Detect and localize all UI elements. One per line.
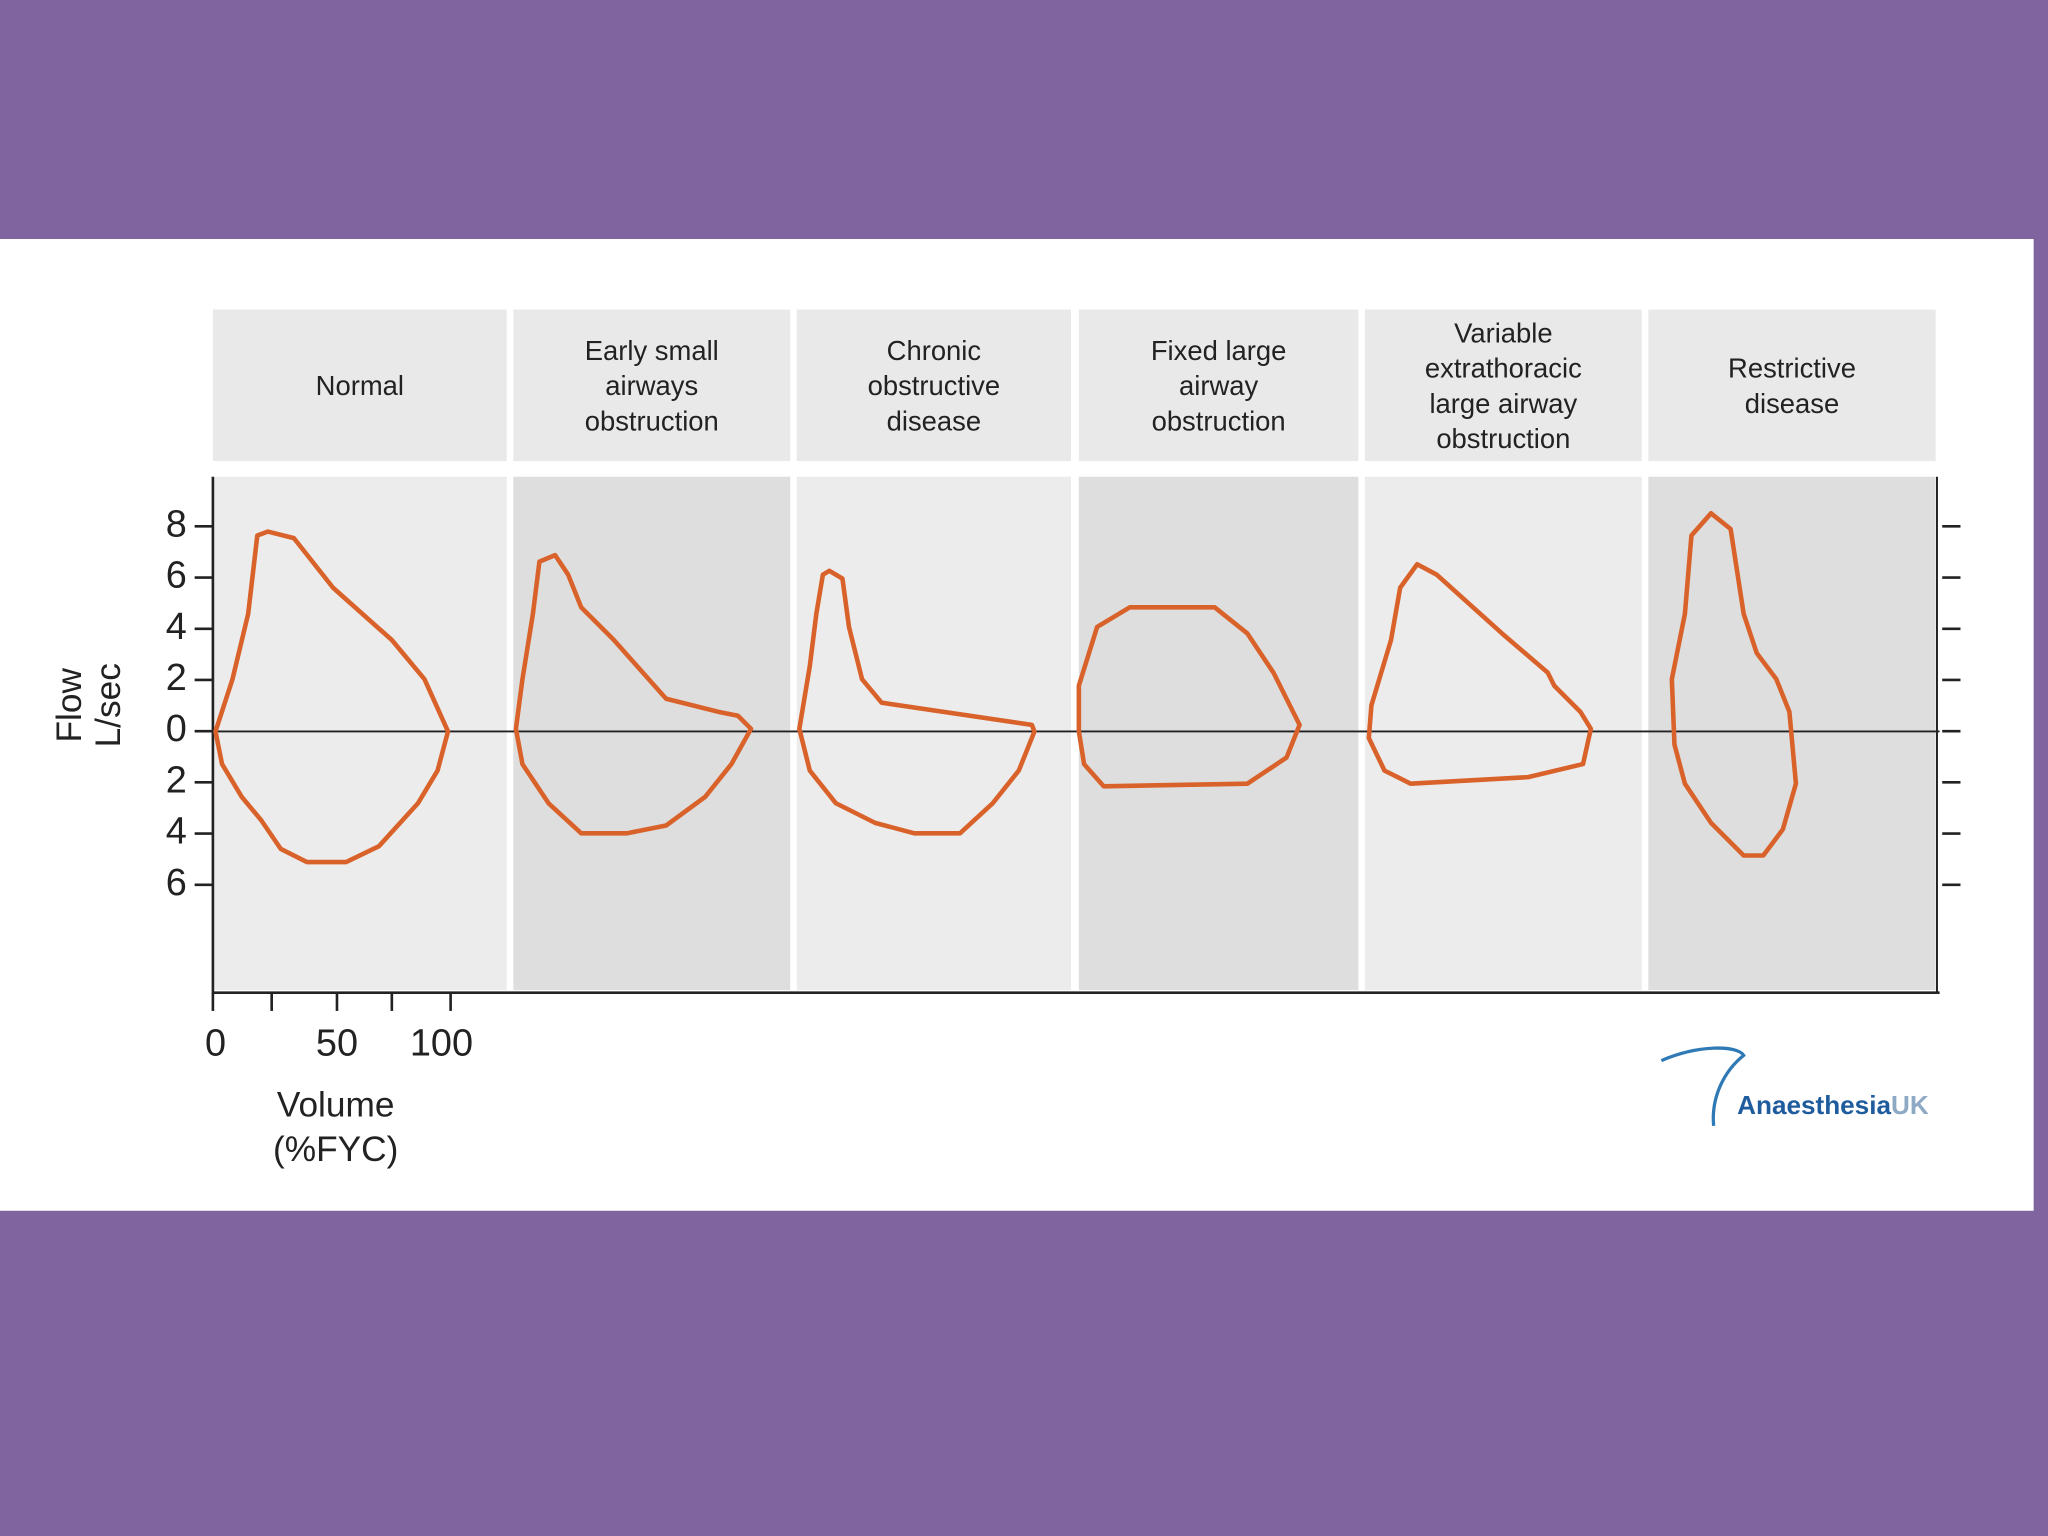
- panels: Normal Early small airways obstruction Chron…: [212, 309, 1936, 991]
- x-tick-label: 100: [410, 1022, 473, 1064]
- panel-title: Chronic: [887, 335, 981, 366]
- panel-plot: [1364, 476, 1642, 991]
- y-tick-label: 6: [166, 862, 187, 904]
- loop-variable: [1366, 561, 1594, 786]
- panel-title: large airway: [1429, 388, 1577, 419]
- y-tick-label: 8: [166, 503, 187, 545]
- panel-header: [1078, 309, 1359, 462]
- x-axis-title: Volume: [277, 1086, 395, 1125]
- y-tick-label: 6: [166, 555, 187, 597]
- panel-title: disease: [887, 405, 981, 436]
- logo-name: Anaesthesia: [1737, 1090, 1891, 1120]
- panel-header: [796, 309, 1072, 462]
- logo: AnaesthesiaUK: [1660, 1046, 1929, 1127]
- x-tick-label: 0: [205, 1022, 226, 1064]
- panel-header: [513, 309, 791, 462]
- y-axis-title: FlowL/sec: [50, 663, 128, 747]
- panel-title: disease: [1745, 388, 1839, 419]
- panel-title: obstructive: [868, 370, 1001, 401]
- y-tick-label: 0: [166, 708, 187, 750]
- panel-plot: [212, 476, 507, 991]
- panel-title: Restrictive: [1728, 353, 1856, 384]
- panel-plot: [796, 476, 1072, 991]
- panel-title: extrathoracic: [1425, 353, 1582, 384]
- panel-header: [1364, 309, 1642, 462]
- panel-title: obstruction: [1436, 423, 1570, 454]
- logo-swoosh: [1660, 1046, 1746, 1127]
- panel-title: airways: [605, 370, 698, 401]
- y-tick-label: 4: [166, 606, 187, 648]
- x-axis-title: (%FYC): [273, 1130, 398, 1169]
- loop-fixed: [1076, 605, 1302, 789]
- loop-normal: [213, 529, 451, 865]
- panel-header: [1648, 309, 1936, 462]
- panel-title: Early small: [585, 335, 719, 366]
- panel-title: Fixed large: [1151, 335, 1287, 366]
- logo-text: AnaesthesiaUK: [1737, 1090, 1929, 1120]
- y-axis-title-line: L/sec: [89, 663, 128, 747]
- y-tick-label: 2: [166, 759, 187, 801]
- panel-header: [212, 309, 507, 462]
- panel-title: airway: [1179, 370, 1258, 401]
- logo-suffix: UK: [1891, 1090, 1929, 1120]
- panel-title: obstruction: [585, 405, 719, 436]
- loops: [213, 511, 1799, 865]
- loop-early: [513, 552, 754, 836]
- y-axis-title-line: Flow: [50, 668, 89, 743]
- y-tick-label: 2: [166, 657, 187, 699]
- loop-copd: [797, 568, 1037, 836]
- loop-restrictive: [1669, 511, 1799, 858]
- panel-title: Variable: [1454, 317, 1553, 348]
- panel-title: obstruction: [1152, 405, 1286, 436]
- axes: 8 6 4 2 0 2 4 6 FlowL/sec 0 50 100 Volume (%FYC): [50, 476, 1961, 1169]
- panel-title: Normal: [316, 370, 404, 401]
- x-tick-label: 50: [316, 1022, 358, 1064]
- panel-plot: [1078, 476, 1359, 991]
- y-tick-label: 4: [166, 811, 187, 853]
